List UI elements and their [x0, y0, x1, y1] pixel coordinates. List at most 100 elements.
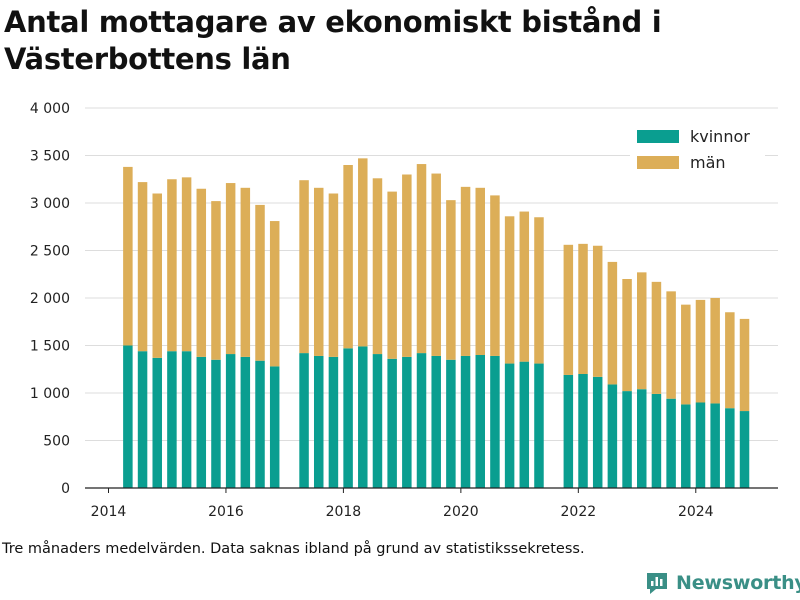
- x-tick-label: 2014: [91, 504, 127, 520]
- bar-kvinnor: [666, 398, 676, 488]
- bar-kvinnor: [534, 363, 544, 488]
- bar-man: [739, 318, 750, 412]
- bar-kvinnor: [358, 346, 368, 488]
- legend-swatch-kvinnor: [637, 130, 679, 143]
- bar-kvinnor: [519, 361, 530, 488]
- bar-man: [725, 312, 735, 409]
- bar-kvinnor: [416, 353, 427, 488]
- bar-man: [475, 187, 485, 355]
- x-tick-label: 2020: [443, 504, 479, 520]
- bar-man: [181, 177, 192, 352]
- bar-man: [710, 298, 720, 404]
- bar-man: [167, 179, 177, 352]
- bar-kvinnor: [578, 374, 588, 488]
- bar-kvinnor: [725, 408, 735, 488]
- bar-kvinnor: [387, 358, 397, 488]
- bar-kvinnor: [710, 403, 720, 488]
- bar-man: [313, 187, 324, 356]
- bar-man: [372, 178, 383, 355]
- bar-man: [152, 193, 162, 358]
- x-tick-label: 2024: [678, 504, 714, 520]
- bar-kvinnor: [739, 411, 750, 488]
- brand: Newsworthy: [644, 568, 800, 598]
- bar-man: [387, 191, 397, 359]
- y-tick-label: 3 500: [30, 149, 70, 165]
- bar-man: [402, 174, 412, 357]
- bar-man: [607, 261, 618, 385]
- y-tick-label: 500: [43, 434, 70, 450]
- y-tick-label: 2 500: [30, 244, 70, 260]
- bar-kvinnor: [636, 389, 647, 488]
- bar-kvinnor: [269, 366, 280, 488]
- chart-title: Antal mottagare av ekonomiskt bistånd i …: [4, 5, 662, 76]
- bar-man: [622, 279, 632, 392]
- bar-man: [446, 200, 456, 360]
- bar-kvinnor: [563, 374, 574, 488]
- bar-man: [636, 272, 647, 390]
- bar-kvinnor: [695, 402, 706, 488]
- bar-kvinnor: [446, 359, 456, 488]
- x-axis: 2014 2016 2018 2020 2022 2024: [85, 487, 778, 520]
- bar-man: [196, 188, 207, 357]
- x-tick-label: 2016: [208, 504, 244, 520]
- bar-man: [240, 187, 251, 357]
- legend-label-man: män: [690, 153, 726, 172]
- bar-kvinnor: [123, 345, 133, 488]
- bar-kvinnor: [225, 354, 236, 488]
- y-tick-label: 1 000: [30, 386, 70, 402]
- bar-kvinnor: [211, 359, 221, 488]
- bar-kvinnor: [475, 355, 485, 488]
- y-axis: 0 500 1 000 1 500 2 000 2 500 3 000 3 500 4 000: [30, 101, 70, 497]
- bar-kvinnor: [240, 356, 251, 488]
- bar-man: [695, 299, 706, 403]
- bar-man: [490, 195, 500, 356]
- bar-man: [681, 304, 691, 405]
- bar-man: [534, 217, 544, 364]
- legend: kvinnor män: [630, 120, 765, 182]
- bar-kvinnor: [299, 353, 309, 488]
- bars: [123, 158, 750, 488]
- bar-man: [431, 173, 441, 356]
- bar-man: [563, 244, 574, 375]
- bar-man: [299, 180, 309, 354]
- bar-man: [416, 164, 427, 354]
- bar-man: [269, 221, 280, 367]
- bar-man: [504, 216, 515, 364]
- bar-man: [123, 166, 133, 346]
- bar-kvinnor: [681, 404, 691, 488]
- bar-kvinnor: [313, 355, 324, 488]
- bar-kvinnor: [504, 363, 515, 488]
- bar-kvinnor: [622, 391, 632, 488]
- bar-man: [328, 193, 339, 357]
- bar-man: [519, 211, 530, 362]
- bar-kvinnor: [490, 355, 500, 488]
- bar-kvinnor: [328, 356, 339, 488]
- bar-kvinnor: [196, 356, 207, 488]
- bar-man: [651, 281, 662, 394]
- bar-kvinnor: [152, 357, 162, 488]
- bar-kvinnor: [343, 348, 353, 488]
- newsworthy-logo-icon: [647, 573, 667, 594]
- bar-man: [578, 243, 588, 374]
- bar-kvinnor: [651, 393, 662, 488]
- bar-kvinnor: [402, 356, 412, 488]
- bar-kvinnor: [460, 355, 471, 488]
- y-tick-label: 3 000: [30, 196, 70, 212]
- bar-man: [358, 158, 368, 347]
- y-tick-label: 4 000: [30, 101, 70, 117]
- bar-man: [225, 183, 236, 355]
- x-tick-label: 2018: [326, 504, 362, 520]
- bar-kvinnor: [181, 351, 192, 488]
- y-tick-label: 2 000: [30, 291, 70, 307]
- bar-kvinnor: [372, 354, 383, 488]
- bar-kvinnor: [137, 351, 148, 488]
- bar-man: [137, 182, 148, 352]
- legend-label-kvinnor: kvinnor: [690, 127, 750, 146]
- bar-man: [592, 245, 603, 377]
- bar-man: [460, 186, 471, 356]
- bar-man: [211, 201, 221, 360]
- legend-swatch-man: [637, 156, 679, 169]
- bar-man: [666, 291, 676, 399]
- x-tick-label: 2022: [561, 504, 597, 520]
